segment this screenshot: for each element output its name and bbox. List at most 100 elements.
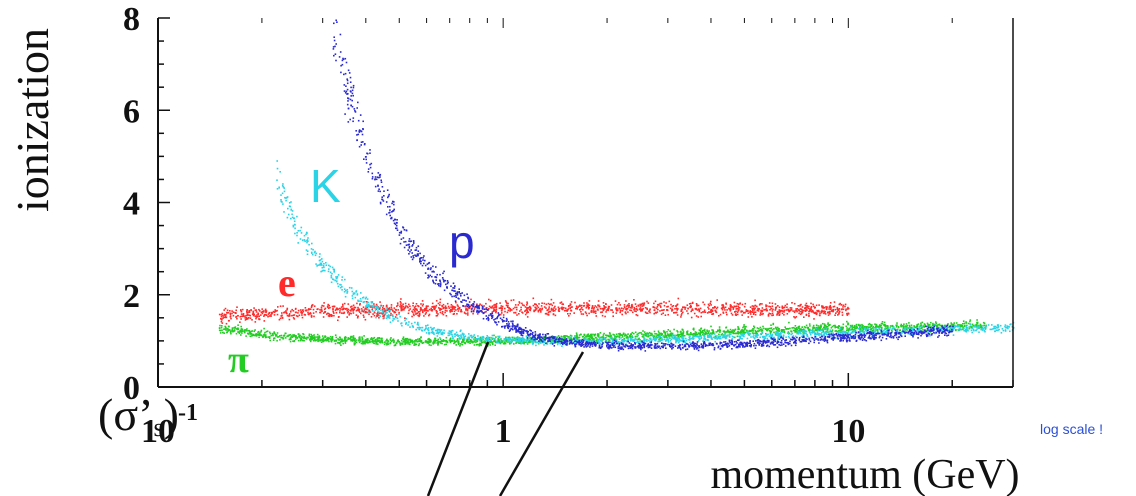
scatter-point <box>699 329 702 332</box>
scatter-point <box>589 336 591 338</box>
scatter-point <box>386 342 389 344</box>
scatter-point <box>237 327 239 330</box>
scatter-point <box>557 306 560 309</box>
scatter-point <box>699 332 702 334</box>
scatter-point <box>776 310 779 313</box>
scatter-point <box>930 321 932 324</box>
scatter-point <box>833 324 835 327</box>
scatter-point <box>815 333 817 336</box>
scatter-point <box>743 325 745 328</box>
scatter-point <box>280 336 282 339</box>
scatter-point <box>721 306 724 308</box>
scatter-point <box>570 301 573 303</box>
scatter-point <box>895 329 898 331</box>
scatter-point <box>423 329 426 331</box>
scatter-point <box>982 321 985 324</box>
scatter-point <box>867 323 870 326</box>
scatter-point <box>752 309 754 312</box>
scatter-point <box>526 302 529 305</box>
scatter-point <box>678 338 681 340</box>
scatter-point <box>252 312 254 314</box>
scatter-point <box>230 317 232 320</box>
scatter-point <box>817 328 820 331</box>
scatter-point <box>484 341 486 344</box>
scatter-point <box>738 307 741 309</box>
scatter-point <box>855 323 858 326</box>
scatter-point <box>288 338 291 341</box>
scatter-point <box>628 303 630 305</box>
scatter-point <box>720 334 723 336</box>
scatter-point <box>437 340 440 343</box>
scatter-point <box>663 301 665 303</box>
scatter-point <box>389 308 392 311</box>
scatter-point <box>711 331 714 334</box>
scatter-point <box>798 309 801 312</box>
scatter-point <box>902 328 904 331</box>
scatter-point <box>769 331 772 334</box>
scatter-point <box>482 338 484 340</box>
scatter-point <box>438 341 441 343</box>
scatter-point <box>442 313 445 316</box>
scatter-point <box>352 337 354 340</box>
scatter-point <box>760 310 763 313</box>
scatter-point <box>408 321 410 323</box>
scatter-point <box>257 331 259 334</box>
scatter-point <box>790 330 792 332</box>
scatter-point <box>791 302 793 304</box>
scatter-point <box>529 341 531 344</box>
scatter-point <box>869 326 871 328</box>
scatter-point <box>759 314 761 316</box>
scatter-point <box>280 194 282 196</box>
scatter-point <box>240 309 242 312</box>
scatter-point <box>912 327 914 329</box>
scatter-point <box>729 305 732 308</box>
scatter-point <box>741 338 743 340</box>
scatter-point <box>494 303 496 306</box>
scatter-point <box>518 313 520 315</box>
scatter-point <box>597 333 599 335</box>
scatter-point <box>907 332 910 335</box>
scatter-point <box>916 330 918 333</box>
scatter-point <box>880 324 882 327</box>
scatter-point <box>335 308 337 311</box>
scatter-point <box>908 322 910 324</box>
scatter-point <box>724 309 726 311</box>
scatter-point <box>568 315 570 317</box>
scatter-point <box>268 315 271 317</box>
scatter-point <box>536 341 539 344</box>
scatter-point <box>299 229 301 232</box>
scatter-point <box>440 308 443 311</box>
scatter-point <box>319 340 321 342</box>
scatter-point <box>729 308 731 311</box>
scatter-point <box>722 305 725 307</box>
scatter-point <box>254 329 256 331</box>
scatter-point <box>344 289 347 292</box>
scatter-point <box>969 323 972 326</box>
scatter-point <box>936 326 938 328</box>
scatter-point <box>297 339 300 342</box>
scatter-point <box>602 338 604 340</box>
scatter-point <box>490 340 492 343</box>
scatter-point <box>802 330 804 332</box>
scatter-point <box>704 337 707 340</box>
scatter-point <box>923 326 926 328</box>
scatter-point <box>337 285 340 288</box>
scatter-point <box>373 311 376 313</box>
scatter-point <box>884 328 886 331</box>
scatter-point <box>714 306 716 308</box>
scatter-point <box>603 305 605 307</box>
scatter-point <box>456 304 459 306</box>
scatter-point <box>509 310 511 312</box>
scatter-point <box>670 303 672 306</box>
scatter-point <box>588 306 590 309</box>
scatter-point <box>518 301 521 303</box>
scatter-point <box>795 308 797 310</box>
scatter-point <box>497 337 499 340</box>
scatter-point <box>965 331 968 333</box>
scatter-point <box>820 326 822 328</box>
scatter-point <box>247 330 250 332</box>
scatter-point <box>341 276 344 278</box>
scatter-point <box>409 308 411 310</box>
scatter-point <box>273 314 276 316</box>
scatter-point <box>793 302 796 305</box>
